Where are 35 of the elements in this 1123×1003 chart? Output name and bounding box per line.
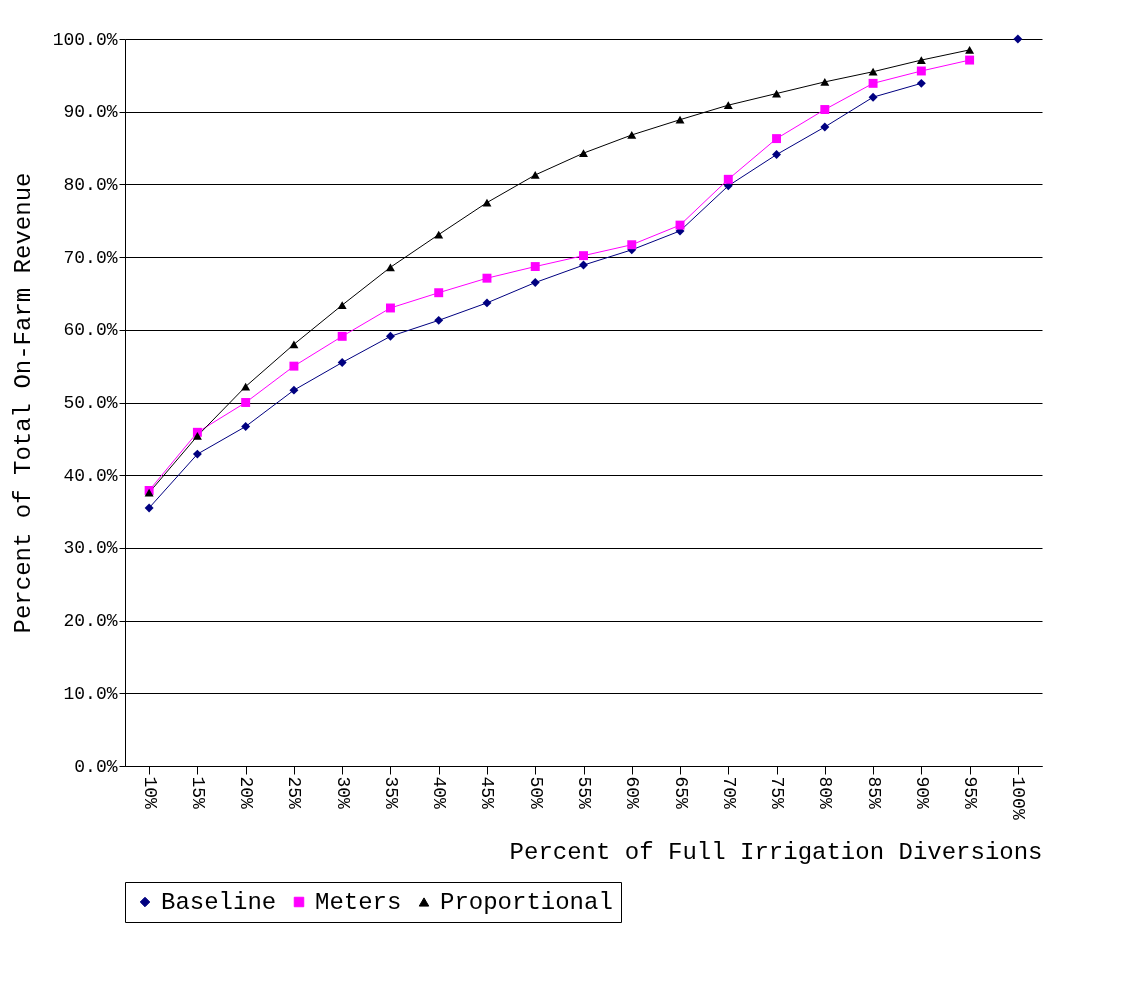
x-tick-label: 25% — [284, 776, 305, 810]
x-tick-label: 70% — [718, 776, 739, 810]
y-tick-label: 90.0% — [63, 102, 118, 123]
x-tick-label: 35% — [380, 776, 401, 810]
y-tick-label: 50.0% — [63, 393, 118, 413]
y-tick-label: 0.0% — [74, 756, 118, 777]
x-tick-label: 80% — [815, 776, 836, 810]
x-tick-label: 85% — [863, 776, 884, 810]
x-tick-label: 65% — [670, 776, 691, 810]
x-tick-label: 75% — [767, 776, 788, 810]
x-tick-label: 50% — [525, 776, 546, 810]
x-tick-label: 55% — [574, 776, 594, 810]
y-tick-label: 20.0% — [63, 611, 118, 632]
y-tick-label: 40.0% — [63, 465, 118, 486]
y-axis-title: Percent of Total On-Farm Revenue — [9, 172, 37, 634]
y-tick-label: 10.0% — [63, 683, 118, 704]
legend-label: Proportional — [440, 889, 613, 916]
legend-label: Meters — [315, 889, 402, 916]
y-tick-label: 80.0% — [63, 174, 118, 195]
x-tick-label: 95% — [960, 776, 981, 810]
x-tick-label: 10% — [139, 776, 160, 810]
y-tick-label: 100.0% — [52, 29, 118, 50]
legend-label: Baseline — [161, 889, 277, 916]
x-tick-label: 30% — [332, 776, 353, 810]
y-tick-label: 30.0% — [63, 538, 118, 559]
y-tick-label: 70.0% — [63, 247, 118, 268]
x-tick-label: 15% — [187, 776, 208, 810]
x-axis-title: Percent of Full Irrigation Diversions — [509, 838, 1043, 866]
x-tick-label: 60% — [622, 776, 643, 810]
x-tick-label: 90% — [911, 776, 932, 810]
x-tick-label: 40% — [429, 776, 450, 810]
x-tick-label: 20% — [236, 776, 257, 810]
x-tick-label: 45% — [477, 776, 498, 810]
x-tick-label: 100% — [1008, 776, 1029, 820]
y-tick-label: 60.0% — [63, 320, 118, 341]
